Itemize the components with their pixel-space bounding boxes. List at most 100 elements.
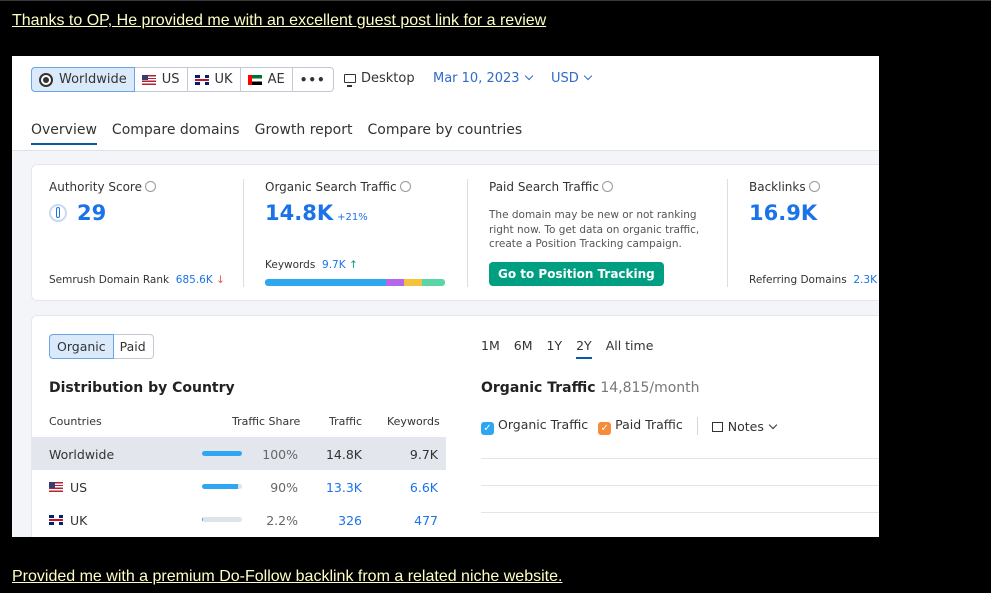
uk-flag-icon [49, 515, 63, 525]
period-2y[interactable]: 2Y [576, 338, 592, 359]
post-bottom-link[interactable]: Provided me with a premium Do-Follow bac… [12, 568, 563, 585]
traffic-value[interactable]: 326 [338, 513, 362, 528]
traffic-value[interactable]: 13.3K [325, 480, 362, 495]
info-icon[interactable] [144, 181, 156, 192]
table-row[interactable]: UK 2.2% 326 477 [32, 503, 446, 536]
metrics-card: Authority Score 29 Semrush Domain Rank 6… [31, 164, 879, 301]
region-ae[interactable]: AE [241, 68, 293, 91]
column-header-traffic: Traffic [329, 415, 363, 428]
authority-score-value: 29 [77, 201, 107, 225]
traffic-share-bar [202, 517, 242, 522]
traffic-share-value: 2.2% [266, 513, 298, 528]
domain-rank-value[interactable]: 685.6K [175, 274, 213, 286]
table-row[interactable]: Worldwide 100% 14.8K 9.7K [32, 437, 446, 470]
down-arrow-icon: ↓ [216, 274, 225, 286]
go-to-position-tracking-button[interactable]: Go to Position Tracking [489, 262, 664, 286]
chevron-down-icon [583, 71, 593, 81]
region-label: Worldwide [59, 72, 127, 87]
device-selector[interactable]: Desktop [344, 71, 415, 87]
table-row[interactable]: US 90% 13.3K 6.6K [32, 470, 446, 503]
divider [727, 179, 728, 287]
distribution-title: Distribution by Country [49, 380, 235, 396]
tab-overview[interactable]: Overview [31, 122, 97, 145]
organic-traffic-value[interactable]: 14.8K +21% [265, 201, 368, 225]
region-us[interactable]: US [135, 68, 188, 91]
paid-traffic-column: Paid Search Traffic The domain may be ne… [489, 165, 719, 300]
region-label: US [161, 72, 180, 87]
keywords: Keywords 9.7K ↑ [265, 259, 358, 271]
paid-traffic-message: The domain may be new or not ranking rig… [489, 209, 700, 250]
divider [467, 179, 468, 287]
tab-growth-report[interactable]: Growth report [254, 122, 353, 138]
keywords-value[interactable]: 477 [414, 513, 438, 528]
country-name: UK [49, 513, 87, 528]
country-name: US [49, 480, 87, 495]
tab-compare-by-countries[interactable]: Compare by countries [367, 122, 523, 138]
chevron-down-icon [524, 71, 533, 81]
backlinks-value[interactable]: 16.9K [749, 201, 818, 225]
organic-traffic-subtitle: 14,815/month [600, 380, 700, 396]
post-top-link[interactable]: Thanks to OP, He provided me with an exc… [12, 12, 547, 29]
domain-rank: Semrush Domain Rank 685.6K ↓ [49, 274, 225, 286]
tab-compare-domains[interactable]: Compare domains [111, 122, 240, 138]
organic-traffic-label: Organic Search Traffic [265, 180, 411, 194]
keywords-distribution-bar [265, 279, 445, 286]
country-name: Worldwide [49, 447, 115, 462]
globe-icon [39, 72, 53, 87]
keywords-value[interactable]: 6.6K [409, 480, 438, 495]
column-header-countries: Countries [49, 415, 102, 428]
region-label: UK [214, 72, 233, 87]
tabs: Overview Compare domains Growth report C… [31, 122, 522, 145]
period-1m[interactable]: 1M [481, 338, 500, 353]
referring-domains: Referring Domains 2.3K [749, 274, 877, 286]
info-icon[interactable] [808, 181, 820, 192]
date-label: Mar 10, 2023 [433, 71, 520, 86]
top-border [0, 0, 991, 1]
device-label: Desktop [361, 71, 415, 86]
backlinks-label: Backlinks [749, 180, 820, 194]
more-regions-button[interactable]: ••• [293, 68, 333, 91]
us-flag-icon [49, 482, 63, 492]
chart-gridline [481, 458, 879, 459]
referring-domains-value[interactable]: 2.3K [853, 274, 877, 286]
paid-traffic-label: Paid Search Traffic [489, 180, 613, 194]
toggle-paid[interactable]: Paid [119, 339, 146, 354]
info-icon[interactable] [601, 181, 613, 192]
legend-organic-traffic[interactable]: ✓ Organic Traffic [481, 417, 588, 435]
chevron-down-icon [768, 420, 778, 429]
region-label: AE [267, 72, 285, 87]
traffic-share-bar [202, 451, 242, 456]
period-6m[interactable]: 6M [513, 338, 533, 353]
legend-paid-traffic[interactable]: ✓ Paid Traffic [598, 417, 683, 435]
authority-score-column: Authority Score 29 Semrush Domain Rank 6… [49, 165, 239, 300]
organic-traffic-title: Organic Traffic 14,815/month [481, 380, 700, 396]
notes-dropdown[interactable]: Notes [711, 419, 778, 434]
keyword-bar-segment [386, 279, 404, 286]
column-header-traffic-share: Traffic Share [232, 415, 301, 428]
uk-flag-icon [194, 74, 209, 85]
keywords-value[interactable]: 9.7K [322, 259, 346, 271]
ae-flag-icon [247, 74, 262, 85]
date-selector[interactable]: Mar 10, 2023 [433, 71, 533, 86]
info-icon[interactable] [399, 181, 411, 192]
period-all-time[interactable]: All time [605, 338, 654, 353]
period-1y[interactable]: 1Y [546, 338, 563, 353]
traffic-share-value: 100% [262, 447, 298, 462]
up-arrow-icon: ↑ [348, 259, 358, 271]
organic-traffic-column: Organic Search Traffic 14.8K +21% Keyword… [265, 165, 465, 300]
notes-icon [711, 421, 723, 432]
keywords-value: 9.7K [409, 447, 438, 462]
region-worldwide[interactable]: Worldwide [31, 67, 135, 92]
region-selector: Worldwide US UK AE ••• [31, 67, 334, 92]
period-selector: 1M 6M 1Y 2Y All time [481, 338, 653, 359]
us-flag-icon [141, 74, 156, 85]
toggle-organic[interactable]: Organic [49, 334, 114, 359]
keyword-bar-segment [265, 279, 386, 286]
keyword-bar-segment [404, 279, 422, 286]
currency-selector[interactable]: USD [551, 71, 593, 86]
region-uk[interactable]: UK [188, 68, 241, 91]
chart-legend: ✓ Organic Traffic ✓ Paid Traffic Notes [481, 417, 778, 435]
divider [243, 179, 244, 287]
backlinks-column: Backlinks 16.9K Referring Domains 2.3K [749, 165, 879, 300]
distribution-panel: Organic Paid Distribution by Country Cou… [31, 315, 879, 537]
